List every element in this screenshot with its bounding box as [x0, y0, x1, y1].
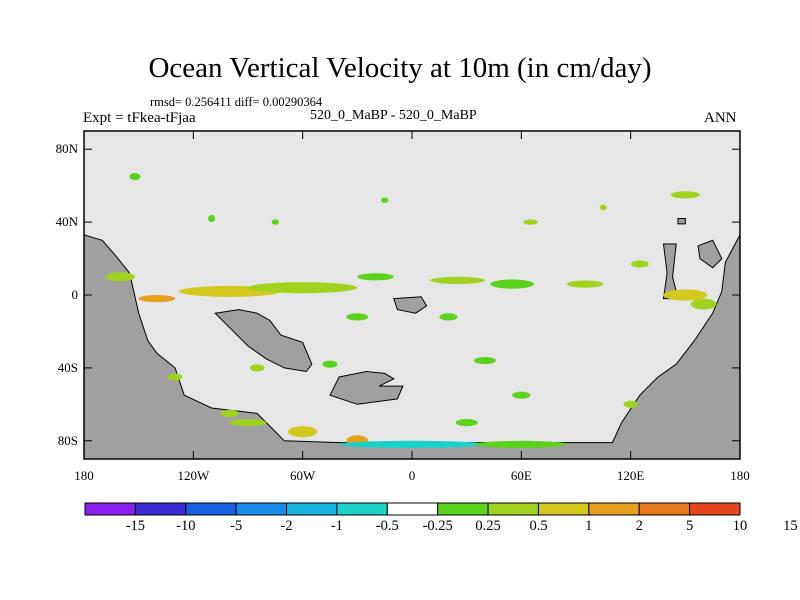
- velocity-contour: [663, 289, 708, 301]
- velocity-contour: [623, 400, 638, 408]
- velocity-contour: [167, 373, 183, 381]
- colorbar-box: [84, 502, 136, 516]
- colorbar-box: [336, 502, 388, 516]
- colorbar-label: -0.5: [375, 518, 399, 534]
- land-mass: [214, 309, 313, 373]
- case-label: 520_0_MaBP - 520_0_MaBP: [310, 108, 477, 123]
- season-label: ANN: [704, 110, 737, 126]
- colorbar-box: [689, 502, 741, 516]
- velocity-contour: [220, 409, 239, 417]
- velocity-contour: [322, 360, 338, 368]
- colorbar-label: -1: [330, 518, 343, 534]
- velocity-contour: [357, 273, 394, 281]
- experiment-label: Expt = tFkea-tFjaa: [83, 110, 196, 126]
- colorbar-label: 15: [783, 518, 798, 534]
- velocity-contour: [249, 364, 265, 372]
- colorbar-box: [286, 502, 338, 516]
- velocity-contour: [208, 214, 216, 223]
- colorbar-label: 1: [585, 518, 593, 534]
- colorbar-label: -2: [280, 518, 293, 534]
- velocity-contour: [439, 313, 458, 321]
- velocity-contour: [346, 313, 369, 321]
- lon-tick-label: 180: [74, 468, 94, 483]
- colorbar-box: [235, 502, 288, 516]
- stats-line: rmsd= 0.256411 diff= 0.00290364: [150, 95, 323, 109]
- land-mass: [697, 239, 723, 269]
- velocity-contour: [339, 440, 485, 448]
- velocity-contour: [523, 219, 538, 225]
- velocity-contour: [630, 260, 649, 268]
- velocity-contour: [248, 282, 358, 294]
- velocity-contour: [474, 357, 496, 365]
- velocity-contour: [288, 426, 318, 438]
- colorbar-label: -0.25: [422, 518, 453, 534]
- colorbar-box: [437, 502, 489, 516]
- colorbar-box: [134, 502, 187, 516]
- velocity-contour: [105, 272, 135, 282]
- velocity-contour: [599, 204, 607, 211]
- lon-tick-label: 60W: [290, 468, 316, 483]
- lat-tick-label: 0: [71, 287, 79, 302]
- velocity-contour: [129, 173, 141, 181]
- lat-tick-label: 80N: [55, 141, 78, 157]
- lat-tick-label: 40N: [55, 214, 78, 230]
- velocity-contour: [430, 276, 485, 284]
- lon-tick-label: 120W: [177, 468, 210, 483]
- colorbar: [84, 502, 741, 516]
- lon-tick-label: 60E: [510, 468, 532, 483]
- colorbar-label: 2: [635, 518, 643, 534]
- lon-tick-label: 0: [408, 468, 416, 483]
- colorbar-box: [487, 502, 539, 516]
- velocity-contour: [490, 279, 535, 289]
- colorbar-box: [588, 502, 640, 516]
- velocity-contour: [690, 298, 717, 310]
- colorbar-label: 0.25: [475, 518, 501, 534]
- velocity-contour: [455, 419, 478, 427]
- colorbar-box: [185, 502, 237, 516]
- land-mass: [329, 370, 404, 405]
- velocity-contour: [229, 419, 267, 427]
- colorbar-box: [537, 502, 590, 516]
- velocity-contour: [512, 391, 531, 399]
- velocity-contour: [381, 197, 389, 203]
- colorbar-label: -10: [176, 518, 196, 534]
- lat-tick-label: 40S: [57, 359, 78, 375]
- land-mass: [393, 296, 428, 314]
- lon-tick-label: 120E: [616, 468, 645, 483]
- lat-tick-label: 80S: [57, 432, 78, 448]
- velocity-contour: [271, 219, 279, 225]
- map-title: Ocean Vertical Velocity at 10m (in cm/da…: [148, 52, 652, 84]
- lon-tick-label: 180: [730, 468, 750, 483]
- colorbar-label: -15: [125, 518, 146, 534]
- velocity-contour: [670, 191, 700, 199]
- colorbar-label: -5: [230, 518, 243, 534]
- colorbar-label: 0.5: [529, 518, 548, 534]
- land-mass: [677, 218, 686, 225]
- colorbar-label: 10: [732, 518, 748, 534]
- velocity-contour: [475, 440, 567, 448]
- colorbar-box: [638, 502, 691, 516]
- colorbar-label: 5: [685, 518, 694, 534]
- velocity-contour: [138, 295, 176, 303]
- colorbar-box: [386, 502, 439, 516]
- velocity-contour: [566, 280, 604, 288]
